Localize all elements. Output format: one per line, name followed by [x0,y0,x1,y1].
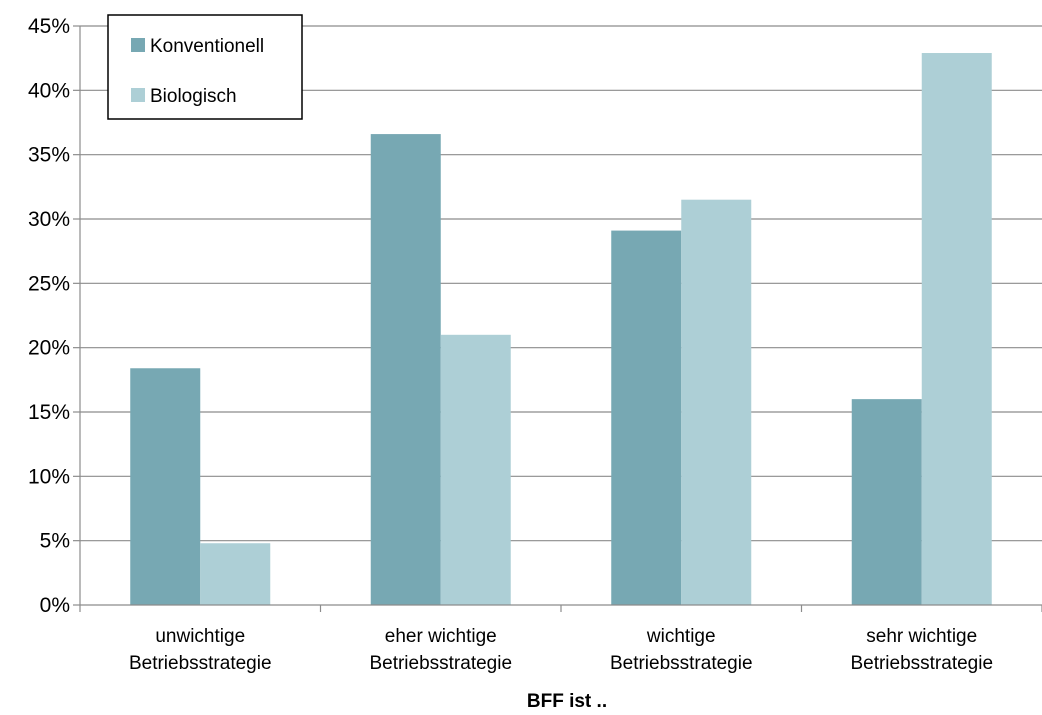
x-category-label: sehr wichtige Betriebsstrategie [850,626,993,674]
legend-swatch-biologisch [131,88,145,102]
legend-label-konventionell: Konventionell [150,36,264,57]
y-tick-label: 40% [28,79,70,102]
x-category-label: wichtige Betriebsstrategie [610,626,753,674]
bar-biologisch-2 [440,334,511,605]
y-axis: 0% 5% 10% 15% 20% 25% 30% 35% 40% 45% [28,15,81,617]
bar-konventionell-3 [611,230,682,605]
x-category-label: unwichtige Betriebsstrategie [129,626,272,674]
y-tick-label: 0% [40,594,70,617]
y-tick-label: 35% [28,144,70,167]
x-axis: unwichtige Betriebsstrategie eher wichtige… [79,604,1042,674]
y-tick-label: 15% [28,401,70,424]
bar-konventionell-1 [130,368,201,605]
legend-label-biologisch: Biologisch [150,86,237,107]
bar-konventionell-4 [851,399,922,605]
legend-swatch-konventionell [131,38,145,52]
bars [130,53,992,605]
bar-biologisch-3 [681,199,752,605]
y-tick-label: 30% [28,208,70,231]
bar-biologisch-4 [921,53,992,605]
y-tick-label: 10% [28,465,70,488]
x-axis-title: BFF ist .. [527,691,607,712]
bar-konventionell-2 [370,134,441,605]
y-tick-label: 20% [28,337,70,360]
x-category-label: eher wichtige Betriebsstrategie [369,626,512,674]
gridlines [80,25,1042,542]
y-tick-label: 5% [40,530,70,553]
legend: Konventionell Biologisch [107,14,303,120]
y-tick-label: 45% [28,15,70,38]
bar-biologisch-1 [200,543,271,605]
y-tick-label: 25% [28,272,70,295]
